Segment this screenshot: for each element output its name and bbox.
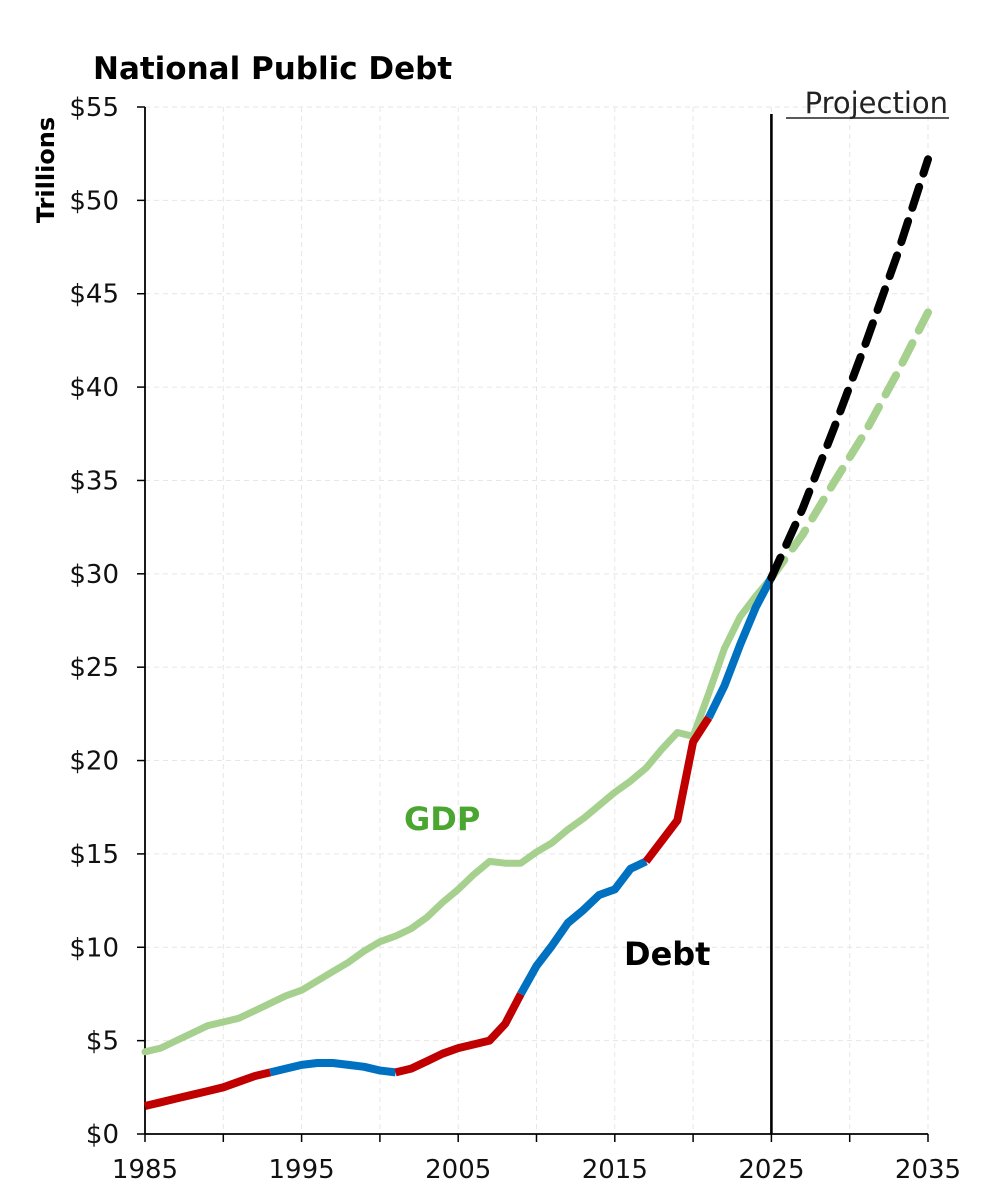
debt-line-segment [705, 575, 775, 720]
y-tick-label: $35 [69, 466, 119, 496]
debt-line-segment [642, 715, 713, 864]
y-tick-label: $0 [86, 1120, 119, 1150]
labels: National Public Debt Trillions Projectio… [32, 51, 949, 973]
y-tick-label: $45 [69, 280, 119, 310]
gdp-projection-line [767, 308, 932, 582]
y-tick-label: $30 [69, 560, 119, 590]
y-tick-label: $40 [69, 373, 119, 403]
debt-line-segment [517, 857, 648, 996]
y-tick-label: $20 [69, 747, 119, 777]
gridlines [145, 106, 929, 1134]
x-tick-label: 1985 [112, 1155, 178, 1185]
gdp-series-label: GDP [404, 800, 480, 838]
debt-line-segment [394, 992, 525, 1077]
y-tick-label: $10 [69, 933, 119, 963]
debt-line-segment [144, 1068, 272, 1110]
debt-line-segment [269, 1059, 397, 1077]
y-tick-label: $5 [86, 1027, 119, 1057]
y-tick-label: $50 [69, 186, 119, 216]
x-tick-label: 2005 [425, 1155, 491, 1185]
y-tick-label: $25 [69, 653, 119, 683]
y-tick-label: $15 [69, 840, 119, 870]
x-tick-label: 2015 [582, 1155, 648, 1185]
gdp-line [141, 574, 775, 1056]
y-tick-label: $55 [69, 93, 119, 123]
y-axis-label: Trillions [32, 117, 60, 223]
series [141, 114, 932, 1134]
debt-projection-line [767, 155, 932, 582]
x-tick-label: 2035 [895, 1155, 961, 1185]
axes: $0 $5 $10 $15 $20 $25 $30 $35 $40 $45 $50 $55 1985 19… [69, 93, 961, 1185]
projection-label: Projection [805, 86, 948, 120]
chart-title: National Public Debt [93, 51, 452, 87]
x-tick-label: 1995 [269, 1155, 335, 1185]
x-tick-label: 2025 [738, 1155, 804, 1185]
debt-series-label: Debt [624, 935, 710, 973]
